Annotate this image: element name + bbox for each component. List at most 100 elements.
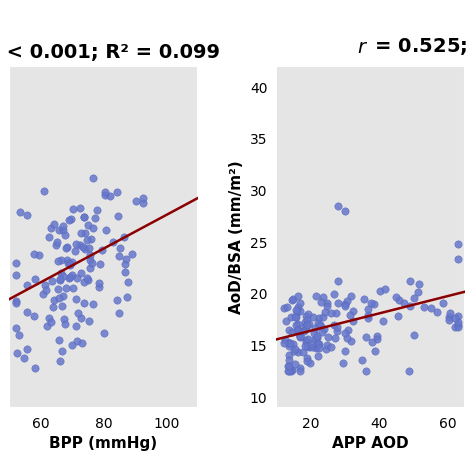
Point — [371, 347, 379, 355]
Point — [302, 312, 310, 320]
Point — [73, 274, 81, 282]
Point — [20, 354, 28, 362]
Point — [59, 272, 67, 280]
Point — [315, 352, 322, 359]
Point — [84, 274, 91, 282]
Point — [446, 313, 453, 321]
Point — [285, 339, 293, 347]
Point — [60, 315, 68, 322]
Point — [292, 346, 299, 353]
Point — [58, 302, 65, 310]
Point — [454, 319, 462, 326]
Point — [89, 300, 97, 308]
Point — [61, 320, 68, 328]
Point — [281, 337, 289, 344]
Point — [446, 309, 453, 317]
Point — [292, 321, 300, 328]
Point — [91, 214, 99, 222]
Point — [341, 302, 349, 310]
Point — [285, 368, 293, 375]
Point — [373, 332, 381, 339]
Point — [415, 280, 423, 288]
Point — [86, 264, 93, 272]
Point — [292, 313, 300, 320]
Point — [90, 175, 97, 182]
Point — [68, 341, 76, 349]
Point — [87, 235, 95, 243]
Point — [55, 226, 63, 234]
Point — [68, 258, 76, 265]
Point — [109, 238, 117, 246]
Point — [368, 338, 376, 346]
Point — [334, 277, 342, 284]
Point — [293, 327, 301, 335]
Point — [312, 345, 320, 352]
Point — [364, 305, 372, 313]
Point — [305, 320, 313, 328]
Point — [113, 296, 121, 303]
Point — [335, 299, 342, 307]
Point — [115, 310, 123, 317]
Point — [63, 243, 71, 251]
Point — [295, 320, 302, 328]
Point — [314, 333, 321, 340]
Point — [139, 194, 147, 201]
Point — [303, 355, 311, 362]
Point — [370, 300, 377, 308]
Point — [318, 328, 326, 336]
Point — [40, 187, 48, 194]
Point — [307, 359, 314, 367]
Point — [284, 368, 292, 375]
Point — [301, 319, 309, 326]
Text: = 0.525; $p$: = 0.525; $p$ — [368, 36, 474, 58]
Point — [101, 191, 109, 199]
Text: $r$: $r$ — [357, 38, 368, 57]
Point — [303, 357, 310, 365]
Point — [51, 220, 58, 228]
Point — [58, 270, 65, 277]
Point — [344, 297, 351, 304]
Point — [76, 204, 84, 212]
Point — [341, 301, 349, 308]
Point — [45, 233, 52, 240]
Point — [294, 327, 302, 334]
Point — [323, 341, 330, 348]
Point — [316, 344, 323, 352]
Point — [406, 302, 414, 310]
Point — [31, 312, 38, 320]
Point — [88, 259, 96, 266]
Point — [72, 295, 80, 303]
Point — [290, 340, 297, 347]
Point — [67, 215, 74, 223]
Point — [323, 302, 331, 310]
Point — [358, 356, 366, 364]
Point — [291, 313, 299, 321]
Point — [284, 362, 292, 370]
Point — [314, 340, 321, 347]
Point — [344, 326, 352, 334]
Point — [62, 244, 70, 252]
Point — [315, 340, 323, 348]
Point — [44, 322, 51, 329]
Point — [12, 298, 19, 305]
Point — [303, 321, 310, 328]
Point — [59, 292, 66, 300]
Point — [330, 321, 337, 329]
Point — [310, 329, 318, 337]
Point — [307, 340, 314, 347]
Point — [73, 240, 80, 248]
Point — [132, 197, 139, 205]
Point — [85, 318, 93, 325]
Point — [296, 332, 303, 340]
Point — [316, 321, 324, 328]
Point — [296, 365, 304, 372]
Point — [341, 329, 348, 337]
Point — [285, 356, 292, 364]
Point — [319, 313, 327, 320]
Point — [302, 338, 310, 346]
Point — [122, 268, 129, 276]
Point — [410, 294, 418, 301]
Point — [56, 275, 64, 283]
Point — [56, 357, 64, 365]
Point — [287, 313, 295, 321]
